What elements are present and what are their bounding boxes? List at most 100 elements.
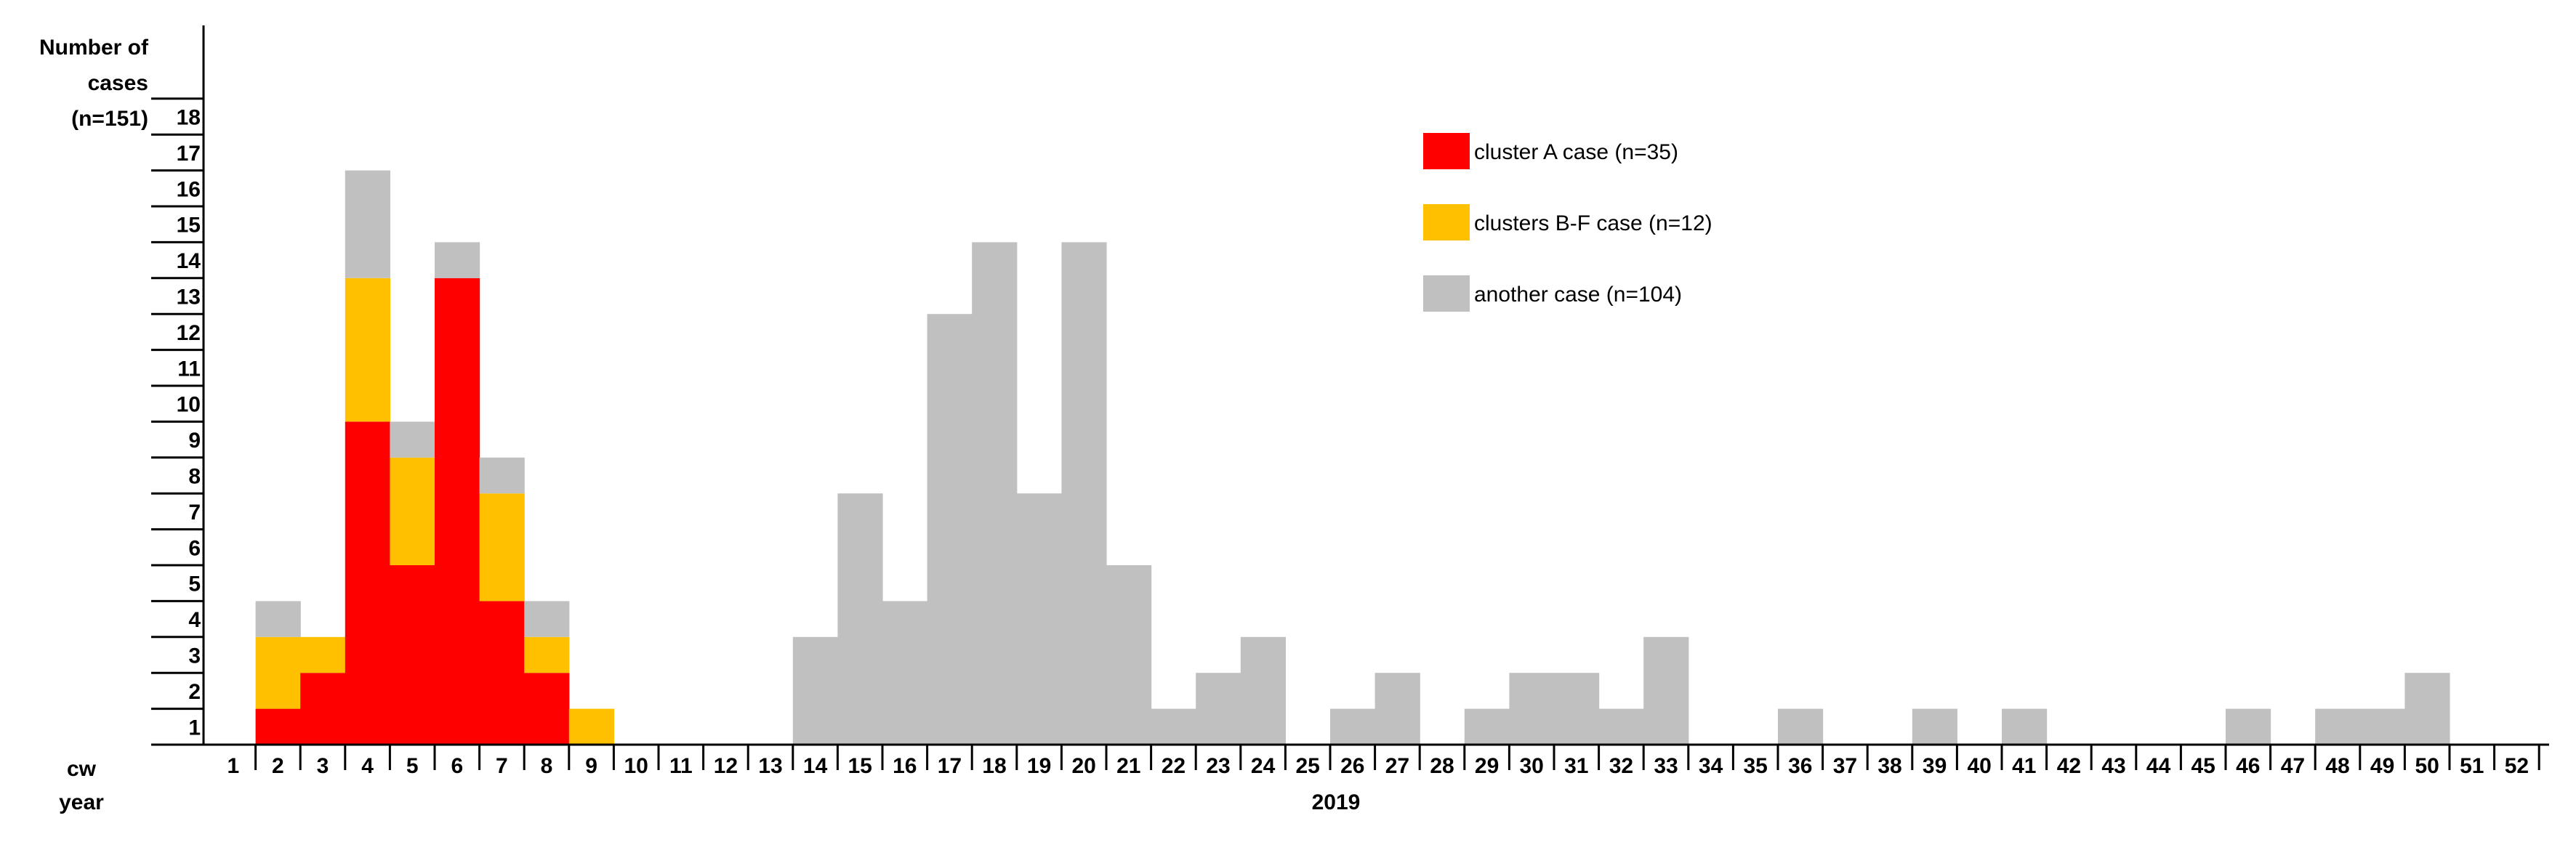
bar-segment-cw17-series3: [927, 314, 973, 745]
x-tick-label: 24: [1251, 754, 1276, 778]
bar-segment-cw9-series2: [568, 708, 614, 745]
x-tick-label: 5: [406, 754, 419, 778]
y-axis-title-line-1: Number of: [39, 36, 149, 60]
y-tick-label: 7: [188, 501, 201, 525]
x-tick-label: 50: [2415, 754, 2439, 778]
x-tick-label: 3: [317, 754, 329, 778]
x-tick-label: 52: [2505, 754, 2529, 778]
y-tick-label: 11: [177, 357, 201, 381]
bar-segment-cw20-series3: [1061, 242, 1107, 745]
bar-segment-cw39-series3: [1912, 708, 1957, 745]
bar-segment-cw18-series3: [972, 242, 1018, 745]
bar-segment-cw5-series2: [390, 457, 435, 565]
bar-segment-cw5-series1: [390, 565, 435, 745]
bar-segment-cw2-series1: [255, 708, 301, 745]
x-tick-label: 12: [714, 754, 738, 778]
bar-segment-cw46-series3: [2226, 708, 2271, 745]
x-tick-label: 25: [1296, 754, 1320, 778]
bar-segment-cw8-series2: [524, 636, 570, 673]
x-tick-label: 41: [2012, 754, 2036, 778]
bar-segment-cw7-series3: [479, 457, 525, 494]
y-tick-label: 14: [177, 249, 201, 273]
x-tick-label: 35: [1744, 754, 1768, 778]
legend-swatch-series1: [1423, 133, 1470, 169]
x-tick-label: 10: [624, 754, 648, 778]
bar-segment-cw41-series3: [2002, 708, 2048, 745]
bar-segment-cw24-series3: [1240, 636, 1286, 745]
x-tick-label: 17: [938, 754, 962, 778]
x-tick-label: 43: [2101, 754, 2125, 778]
legend-label-series2: clusters B-F case (n=12): [1474, 211, 1712, 235]
x-tick-label: 23: [1206, 754, 1230, 778]
x-tick-label: 39: [1923, 754, 1947, 778]
x-tick-label: 9: [585, 754, 597, 778]
y-tick-label: 8: [188, 465, 201, 489]
x-tick-label: 47: [2281, 754, 2305, 778]
bar-segment-cw49-series3: [2359, 708, 2405, 745]
y-tick-label: 6: [188, 536, 201, 560]
axes-layer: Number of cases (n=151) cw year 2019 123…: [39, 25, 2549, 814]
y-tick-label: 10: [177, 393, 201, 417]
x-axis-title-cw: cw: [67, 757, 97, 781]
bar-segment-cw31-series3: [1554, 673, 1600, 745]
x-tick-label: 11: [669, 754, 693, 778]
x-tick-label: 22: [1162, 754, 1186, 778]
x-tick-label: 2: [272, 754, 284, 778]
x-tick-label: 1: [227, 754, 239, 778]
x-tick-label: 27: [1385, 754, 1409, 778]
y-axis-title-line-2: cases: [88, 71, 148, 95]
x-tick-label: 15: [848, 754, 872, 778]
bar-segment-cw2-series3: [255, 601, 301, 637]
bar-segment-cw6-series1: [435, 278, 480, 745]
x-tick-label: 29: [1475, 754, 1499, 778]
y-tick-label: 2: [188, 680, 201, 704]
bar-segment-cw4-series1: [345, 421, 390, 745]
bar-segment-cw33-series3: [1643, 636, 1689, 745]
bar-segment-cw27-series3: [1374, 673, 1420, 745]
x-tick-label: 48: [2325, 754, 2349, 778]
bar-segment-cw26-series3: [1330, 708, 1376, 745]
bar-segment-cw8-series3: [524, 601, 570, 637]
bar-segment-cw7-series2: [479, 493, 525, 602]
bar-segment-cw32-series3: [1598, 708, 1644, 745]
x-tick-label: 42: [2057, 754, 2081, 778]
bar-segment-cw23-series3: [1196, 673, 1241, 745]
bar-segment-cw30-series3: [1509, 673, 1555, 745]
y-tick-label: 12: [177, 321, 201, 345]
legend: cluster A case (n=35) clusters B-F case (…: [1423, 133, 1712, 312]
y-tick-label: 17: [177, 142, 201, 166]
x-tick-label: 32: [1609, 754, 1633, 778]
bar-segment-cw29-series3: [1464, 708, 1510, 745]
bar-segment-cw2-series2: [255, 636, 301, 709]
x-tick-label: 30: [1520, 754, 1544, 778]
x-tick-label: 33: [1654, 754, 1678, 778]
y-axis-title-line-3: (n=151): [71, 107, 148, 131]
bar-segment-cw6-series3: [435, 242, 480, 278]
bar-segment-cw22-series3: [1151, 708, 1196, 745]
y-tick-label: 16: [177, 177, 201, 201]
x-tick-label: 21: [1116, 754, 1140, 778]
x-tick-label: 45: [2191, 754, 2215, 778]
x-tick-label: 49: [2370, 754, 2394, 778]
bar-segment-cw14-series3: [792, 636, 838, 745]
bar-segment-cw4-series3: [345, 170, 390, 278]
bar-segment-cw48-series3: [2315, 708, 2361, 745]
x-axis-title-year: year: [59, 790, 104, 814]
bar-segment-cw5-series3: [390, 421, 435, 458]
bar-segment-cw50-series3: [2404, 673, 2450, 745]
y-tick-label: 3: [188, 644, 201, 668]
bar-segment-cw16-series3: [882, 601, 928, 745]
bar-segment-cw36-series3: [1778, 708, 1824, 745]
y-tick-label: 1: [188, 716, 201, 740]
y-tick-label: 15: [177, 214, 201, 238]
x-tick-label: 18: [982, 754, 1006, 778]
x-tick-label: 8: [541, 754, 553, 778]
x-tick-label: 7: [496, 754, 508, 778]
bar-segment-cw21-series3: [1106, 565, 1152, 745]
x-tick-label: 6: [451, 754, 463, 778]
x-tick-label: 28: [1430, 754, 1454, 778]
legend-swatch-series2: [1423, 204, 1470, 240]
y-tick-label: 13: [177, 286, 201, 309]
y-tick-label: 9: [188, 429, 201, 453]
